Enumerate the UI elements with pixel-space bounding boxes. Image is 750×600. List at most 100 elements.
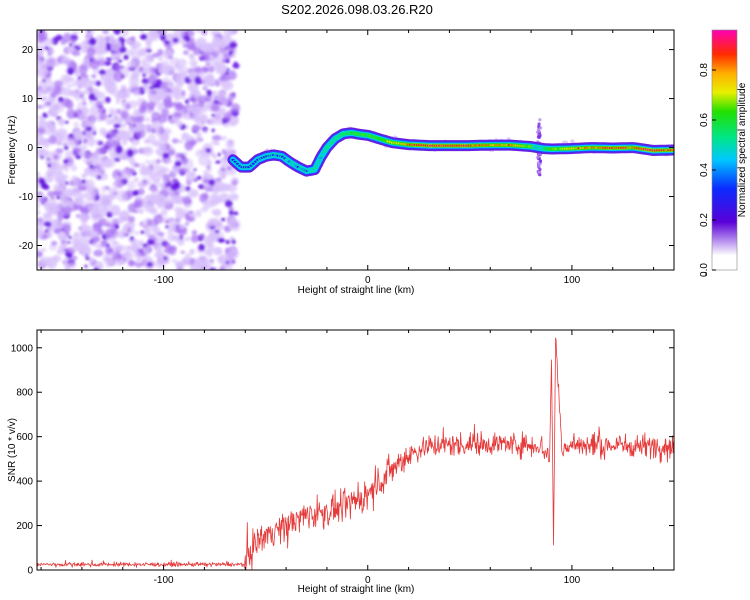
spectrogram-noise-cell	[61, 97, 71, 107]
spectrogram-noise-cell	[42, 112, 48, 119]
spectrogram-noise-cell	[84, 264, 88, 268]
spectrogram-noise-cell	[158, 55, 163, 62]
spectrogram-noise-cell	[199, 233, 206, 239]
spectrogram-noise-cell	[149, 89, 157, 95]
spectrogram-noise-cell	[154, 88, 167, 101]
spectrogram-noise-cell	[112, 192, 118, 195]
spectrogram-noise-cell	[152, 68, 157, 74]
spectrogram-noise-cell	[137, 181, 148, 188]
spectrogram-noise-cell	[202, 128, 208, 134]
spectrogram-noise-cell	[115, 145, 123, 154]
spectrogram-noise-cell	[225, 239, 231, 245]
spectrogram-noise-cell	[59, 198, 71, 208]
spectrogram-noise-cell	[111, 117, 121, 123]
spectrogram-noise-cell	[178, 227, 188, 236]
spectrogram-noise-cell	[98, 192, 107, 202]
spectrogram-noise-cell	[167, 159, 173, 164]
spectrogram-noise-cell	[123, 252, 132, 257]
spectrogram-noise-cell	[44, 46, 49, 50]
snr-x-tick-label: 100	[564, 575, 581, 586]
spectrogram-noise-cell	[57, 118, 65, 125]
spectrogram-noise-cell	[85, 131, 95, 139]
spectrogram-noise-cell	[133, 177, 139, 183]
spectrogram-noise-cell	[82, 121, 91, 127]
spectrogram-noise-cell	[163, 49, 173, 60]
spectrogram-noise-cell	[119, 46, 127, 53]
spectrogram-noise-cell	[117, 59, 123, 63]
snr-x-tick-label: 0	[365, 575, 371, 586]
spectrogram-ridge-core	[316, 161, 320, 164]
spectrogram-noise-cell	[152, 226, 161, 235]
spectrogram-noise-cell	[201, 66, 209, 72]
spectrogram-noise-cell	[73, 121, 80, 128]
spectrogram-noise-cell	[88, 92, 96, 101]
spectrogram-noise-cell	[115, 175, 120, 181]
spectrogram-noise-cell	[81, 179, 86, 184]
spectrogram-noise-cell	[213, 197, 219, 204]
spectrogram-noise-cell	[162, 65, 174, 76]
spectrogram-noise-cell	[141, 62, 152, 71]
snr-y-tick-label: 800	[16, 388, 33, 399]
spectrogram-noise-cell	[186, 135, 193, 142]
spectrogram-noise-cell	[78, 134, 88, 140]
spectrogram-noise-cell	[112, 241, 119, 245]
spectrogram-noise-cell	[188, 74, 194, 79]
spectrogram-noise-cell	[211, 128, 215, 133]
spectrogram-noise-cell	[226, 184, 238, 193]
spectrogram-noise-cell	[37, 49, 45, 56]
spectrogram-noise-cell	[113, 63, 123, 72]
spectrogram-noise-cell	[126, 148, 134, 158]
spectrogram-noise-cell	[60, 56, 71, 65]
spectrogram-noise-cell	[105, 222, 112, 228]
spectrogram-noise-cell	[145, 117, 150, 122]
spectrogram-noise-cell	[203, 170, 209, 177]
spectrogram-noise-cell	[43, 221, 52, 227]
spectrogram-noise-cell	[147, 105, 155, 111]
spectrogram-ridge-core	[319, 156, 323, 159]
spectrogram-noise-cell	[147, 75, 157, 85]
spectrogram-ridge-core	[323, 149, 327, 152]
spectrogram-noise-cell	[50, 241, 58, 246]
spectrogram-noise-cell	[133, 163, 141, 168]
spectrogram-noise-cell	[89, 59, 100, 70]
spectrogram-noise-cell	[113, 70, 124, 83]
spectrogram-noise-cell	[164, 40, 171, 45]
spectrogram-noise-cell	[123, 54, 129, 60]
spectrogram-noise-cell	[43, 214, 52, 224]
spectrogram-spike-cell	[537, 129, 541, 133]
spectrogram-noise-cell	[92, 131, 97, 136]
spectrogram-noise-cell	[109, 193, 118, 200]
spectrogram-noise-cell	[183, 50, 189, 55]
spectrogram-noise-cell	[132, 69, 141, 79]
spectrogram-noise-cell	[113, 30, 122, 35]
spectrogram-noise-cell	[156, 32, 162, 37]
spectrogram-noise-cell	[175, 101, 183, 110]
spectrogram-noise-cell	[126, 136, 131, 141]
spectrogram-noise-cell	[107, 129, 117, 139]
spectrogram-noise-cell	[151, 111, 161, 122]
spectrogram-spike-cell	[538, 173, 542, 177]
spectrogram-noise-cell	[175, 210, 184, 221]
spectrogram-noise-cell	[184, 213, 190, 220]
spectrogram-noise-cell	[37, 221, 45, 231]
spectrogram-noise-cell	[38, 138, 49, 145]
snr-x-label: Height of straight line (km)	[298, 584, 415, 595]
spectrogram-noise-cell	[117, 216, 124, 225]
spectrogram-noise-cell	[80, 77, 92, 89]
spectrogram-noise-cell	[193, 47, 201, 56]
spectrogram-noise-cell	[196, 175, 203, 180]
spectrogram-noise-cell	[171, 258, 178, 264]
spectrogram-noise-cell	[203, 249, 213, 255]
spectrogram-spike-cell	[537, 164, 541, 168]
spectrogram-noise-cell	[162, 216, 171, 225]
snr-series-line	[37, 337, 674, 570]
spectrogram-noise-cell	[47, 190, 55, 197]
spectrogram-noise-cell	[159, 33, 167, 41]
spectrogram-noise-cell	[95, 100, 103, 109]
spectrogram-noise-cell	[93, 267, 100, 270]
spectrogram-noise-cell	[82, 131, 86, 135]
spectrogram-frame	[36, 29, 675, 271]
spectrogram-noise-cell	[228, 193, 239, 201]
